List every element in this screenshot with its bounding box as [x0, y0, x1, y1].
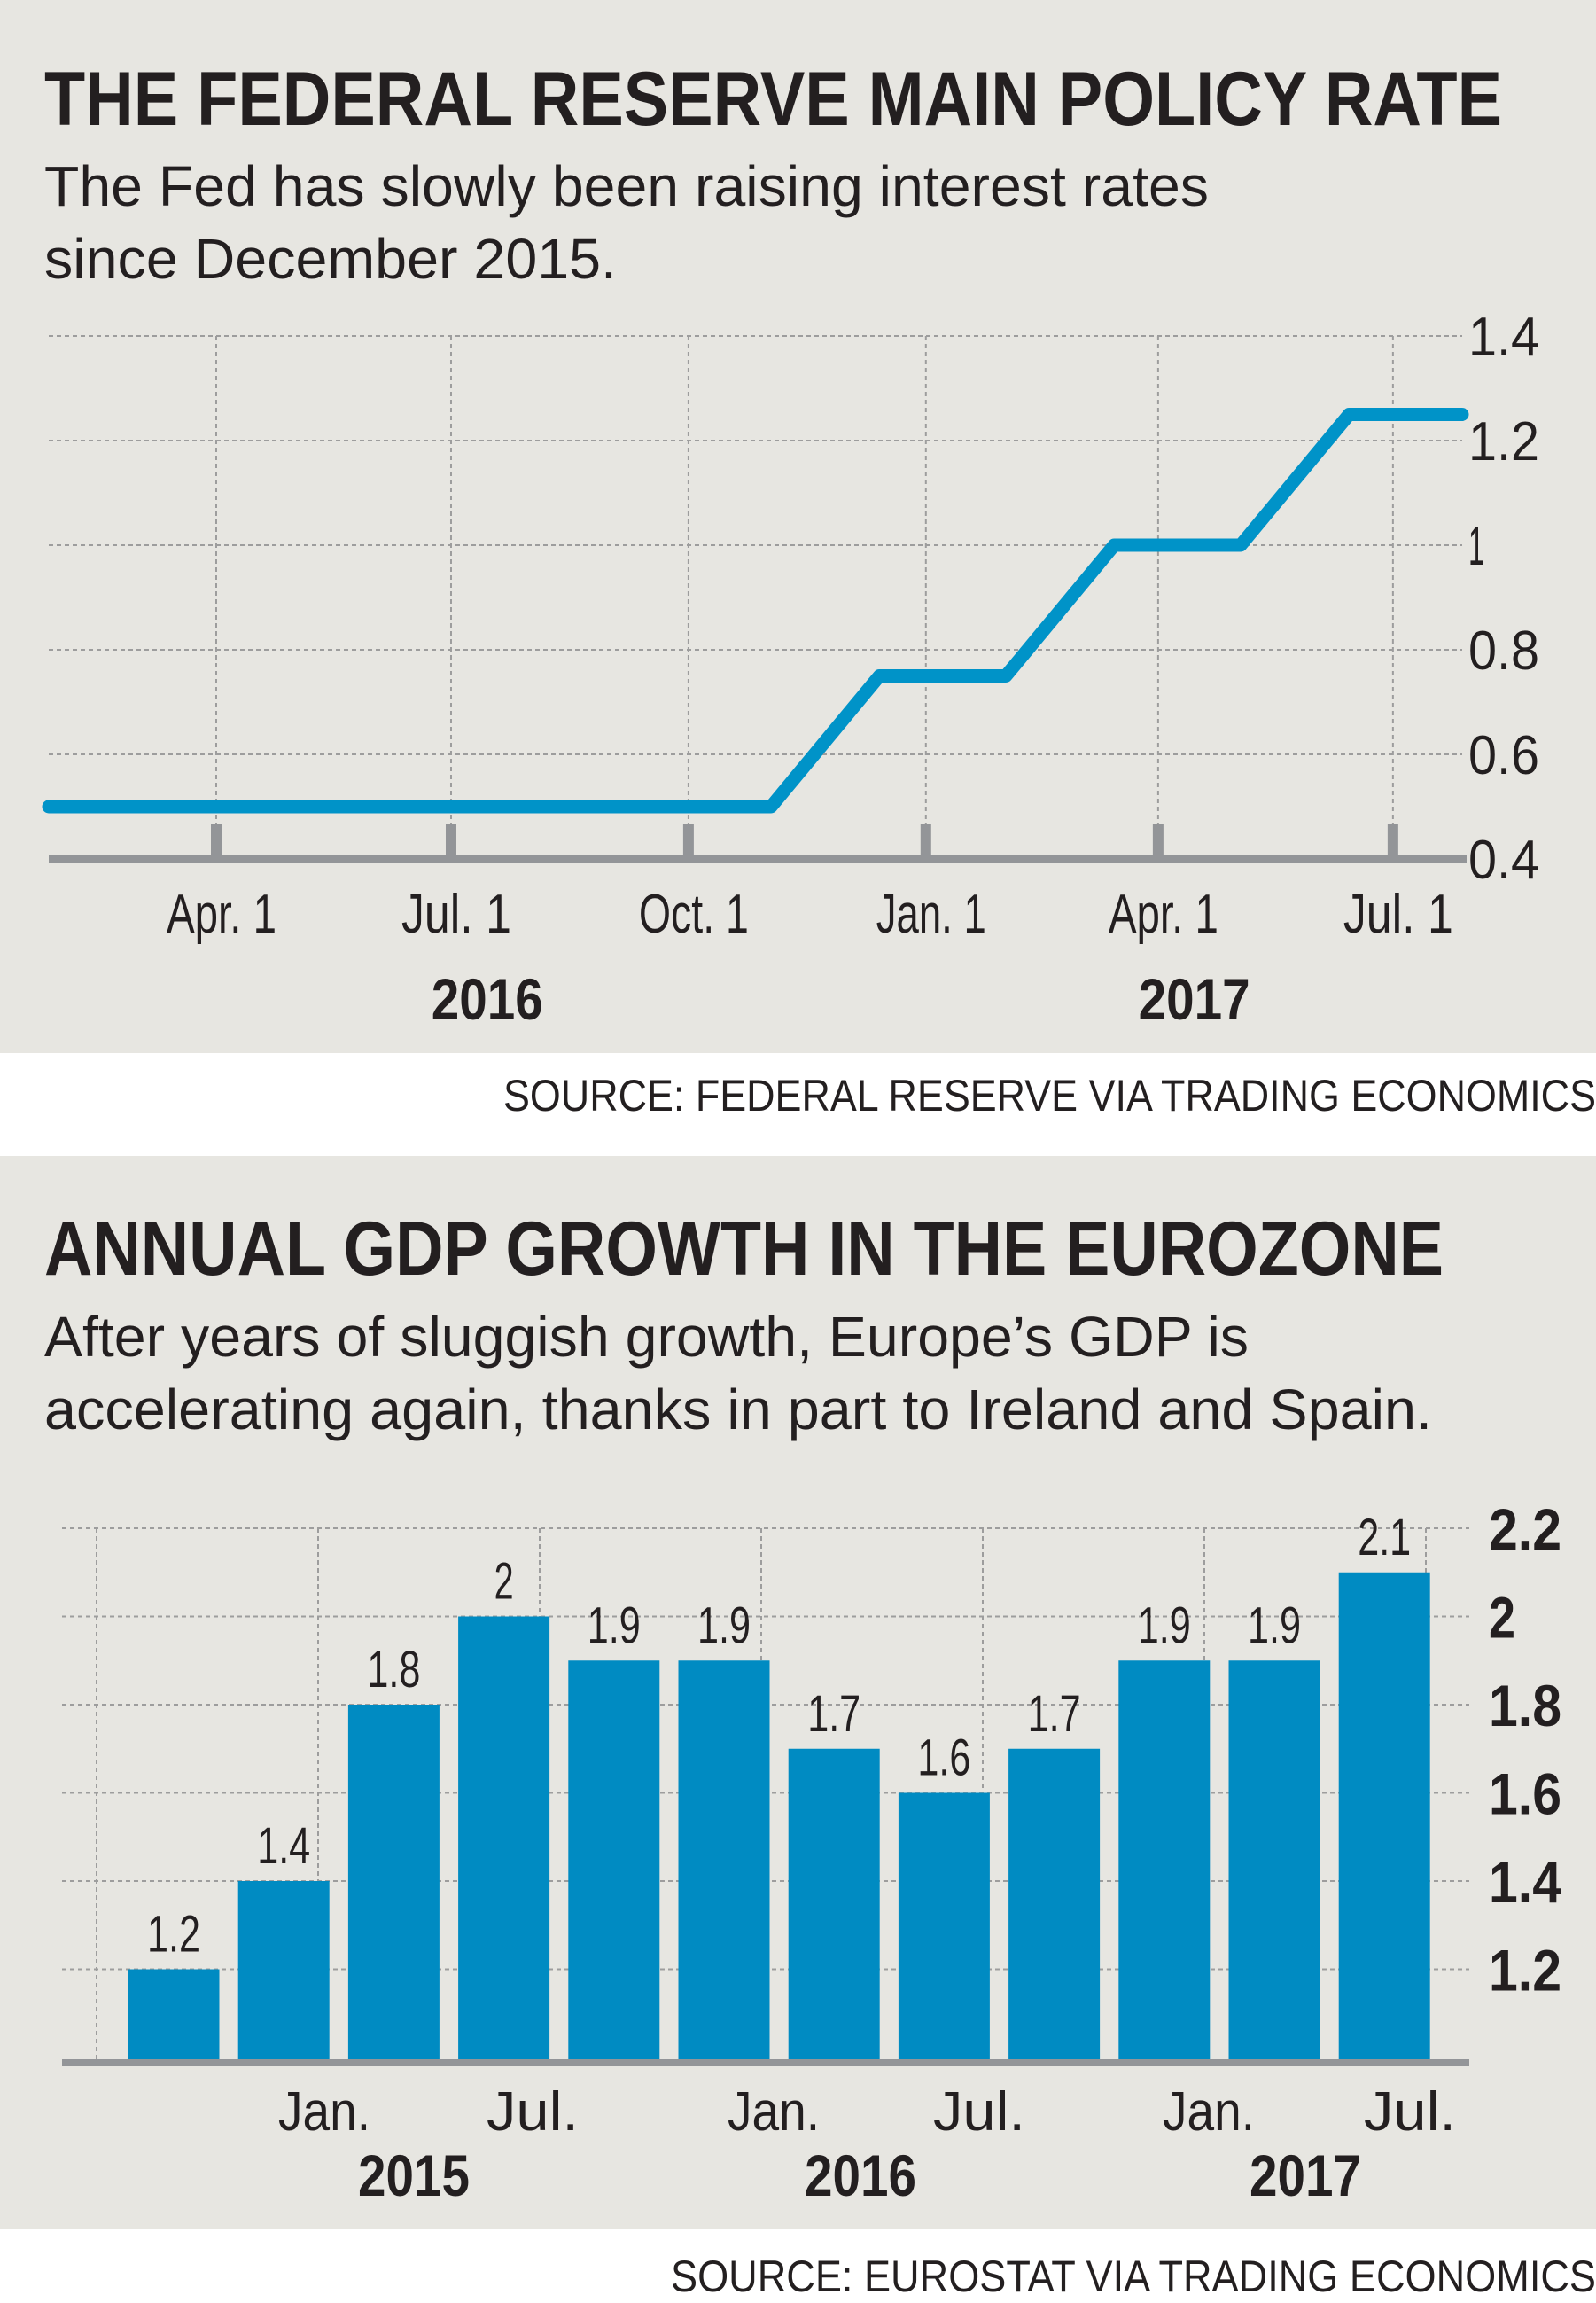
- bar-value-label: 1.7: [1028, 1685, 1081, 1743]
- x-axis: [62, 2059, 1469, 2066]
- x-group-label: 2016: [805, 2143, 916, 2208]
- bar: [458, 1616, 550, 2063]
- x-tick-mark: [682, 824, 694, 859]
- bars: 1.2 1.4 1.8 2 1.9 1.9 1.7 1.6 1.7 1.9 1.9 2.1: [128, 1509, 1430, 2063]
- bar-value-label: 2.1: [1358, 1509, 1411, 1566]
- y-tick-label: 0.6: [1468, 725, 1539, 786]
- x-tick-label: Apr. 1: [1109, 884, 1218, 945]
- x-axis-line: [62, 2059, 1469, 2066]
- x-tick-label: Jan.: [728, 2081, 820, 2143]
- x-tick-label: Apr. 1: [167, 884, 276, 945]
- x-tick-label: Jul.: [933, 2081, 1025, 2143]
- x-tick-mark: [1152, 824, 1164, 859]
- bar: [898, 1792, 990, 2063]
- x-tick-label: Jul. 1: [1343, 884, 1453, 945]
- y-tick-label: 2.2: [1489, 1496, 1561, 1562]
- x-axis-line: [49, 855, 1467, 863]
- y-tick-label: 1.4: [1468, 307, 1539, 368]
- x-group-label: 2015: [358, 2143, 470, 2208]
- bar-value-label: 1.4: [257, 1817, 310, 1875]
- bar-value-label: 1.9: [588, 1596, 641, 1654]
- bar: [678, 1660, 770, 2063]
- y-tick-label: 1.6: [1489, 1761, 1561, 1827]
- bar: [347, 1705, 440, 2063]
- bar-value-label: 1.7: [807, 1685, 860, 1743]
- fed-rate-chart-panel: THE FEDERAL RESERVE MAIN POLICY RATE The…: [0, 0, 1596, 1053]
- x-tick-label: Jan.: [1163, 2081, 1255, 2143]
- axis-labels: 1.4 1.2 1 0.8 0.6 0.4 Apr. 1 Jul. 1 Oct. 1 Jan. 1…: [167, 307, 1539, 1032]
- chart-title: ANNUAL GDP GROWTH IN THE EUROZONE: [44, 1206, 1444, 1292]
- bar-value-label: 1.8: [367, 1641, 420, 1698]
- y-tick-label: 0.8: [1468, 621, 1539, 682]
- x-tick-mark: [1387, 824, 1398, 859]
- bar: [1338, 1572, 1430, 2063]
- x-tick-label: Jan. 1: [876, 884, 986, 945]
- bar-value-label: 1.2: [147, 1906, 200, 1963]
- y-tick-label: 1.2: [1468, 411, 1539, 472]
- x-tick-label: Jul.: [1364, 2081, 1456, 2143]
- x-tick-mark: [211, 824, 222, 859]
- x-group-label: 2017: [1139, 966, 1250, 1032]
- source-note: SOURCE: EUROSTAT VIA TRADING ECONOMICS: [671, 2252, 1596, 2301]
- bar-value-label: 1.9: [697, 1596, 751, 1654]
- bar: [1228, 1660, 1320, 2063]
- chart-subtitle-line-1: After years of sluggish growth, Europe’s…: [44, 1305, 1249, 1369]
- bar: [568, 1660, 660, 2063]
- bar: [1118, 1660, 1211, 2063]
- axis-labels: 2.2 2 1.8 1.6 1.4 1.2 Jan. Jul. Jan. Jul. Jan. Jul.…: [278, 1496, 1561, 2208]
- y-tick-label: 1: [1468, 516, 1484, 577]
- series-line: [42, 408, 1469, 814]
- source-note: SOURCE: FEDERAL RESERVE VIA TRADING ECON…: [503, 1071, 1596, 1120]
- bar-value-label: 2: [494, 1553, 514, 1611]
- bar-value-label: 1.9: [1138, 1596, 1191, 1654]
- chart-title: THE FEDERAL RESERVE MAIN POLICY RATE: [44, 57, 1502, 142]
- bar: [237, 1881, 330, 2063]
- x-tick-mark: [920, 824, 931, 859]
- chart-subtitle-line-2: since December 2015.: [44, 227, 617, 291]
- x-group-label: 2016: [432, 966, 543, 1032]
- x-tick-label: Jul.: [487, 2081, 579, 2143]
- x-tick-mark: [445, 824, 456, 859]
- bar-value-label: 1.6: [917, 1729, 970, 1787]
- bar: [1008, 1748, 1101, 2063]
- gdp-growth-chart-panel: ANNUAL GDP GROWTH IN THE EUROZONE After …: [0, 1156, 1596, 2229]
- bar: [128, 1969, 220, 2063]
- y-tick-label: 2: [1489, 1585, 1515, 1651]
- y-tick-label: 1.2: [1489, 1938, 1561, 2003]
- bar: [788, 1748, 880, 2063]
- y-tick-label: 1.8: [1489, 1673, 1561, 1738]
- panel-background: [0, 0, 1596, 1053]
- chart-subtitle-line-2: accelerating again, thanks in part to Ir…: [44, 1378, 1432, 1441]
- y-tick-label: 0.4: [1468, 830, 1539, 891]
- policy-rate-line: [42, 408, 1469, 814]
- gridlines: [49, 335, 1462, 824]
- x-group-label: 2017: [1250, 2143, 1361, 2208]
- x-axis: [49, 824, 1467, 863]
- bar-value-label: 1.9: [1248, 1596, 1301, 1654]
- chart-subtitle-line-1: The Fed has slowly been raising interest…: [44, 154, 1209, 218]
- x-tick-label: Oct. 1: [639, 884, 749, 945]
- y-tick-label: 1.4: [1489, 1849, 1561, 1915]
- x-tick-label: Jul. 1: [401, 884, 511, 945]
- x-tick-label: Jan.: [278, 2081, 370, 2143]
